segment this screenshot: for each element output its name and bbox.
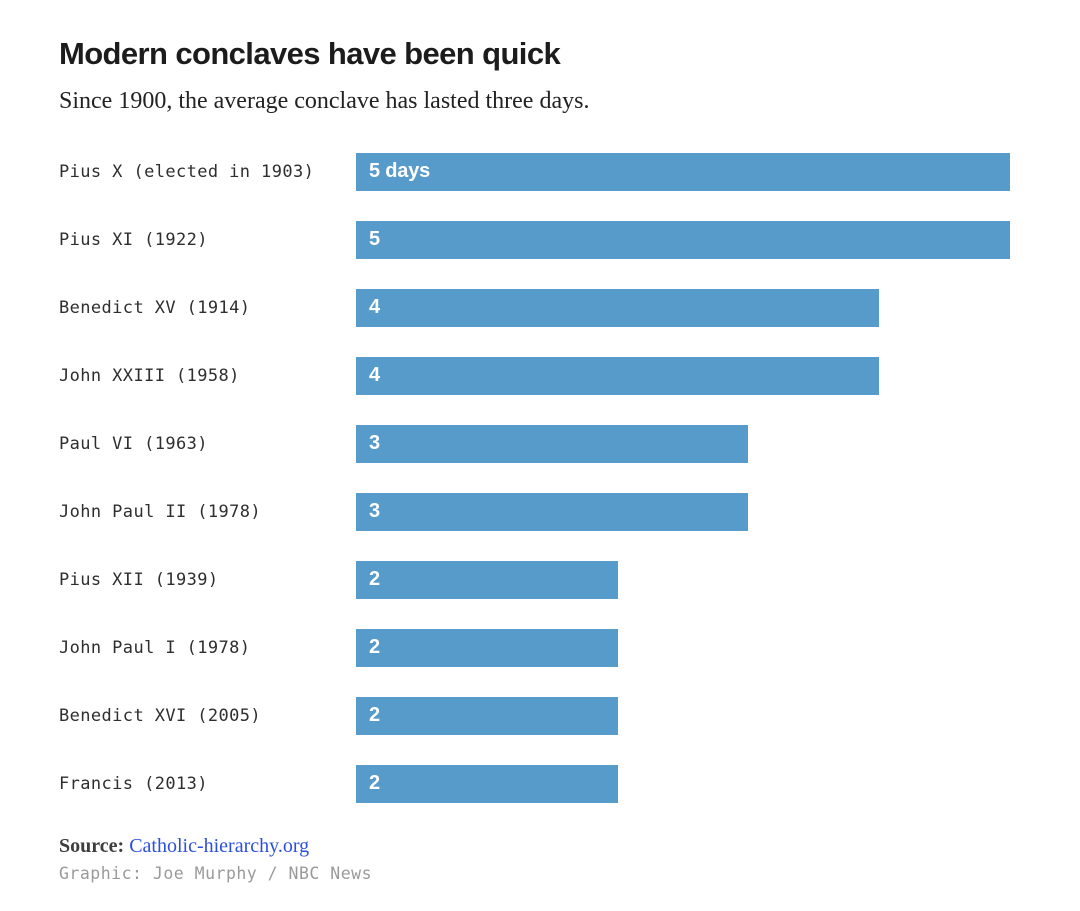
bar-track: 2 [356,764,1010,803]
source-line: Source: Catholic-hierarchy.org [59,833,1010,859]
category-label: Francis (2013) [59,773,208,794]
chart-row: Francis (2013) 2 [59,764,1010,803]
category-label: Benedict XVI (2005) [59,705,262,726]
bar-track: 5 days [356,152,1010,191]
bar: 4 [356,288,880,327]
chart-row: Pius XI (1922) 5 [59,220,1010,259]
bar-track: 3 [356,492,1010,531]
credit-line: Graphic: Joe Murphy / NBC News [59,863,373,883]
bar: 2 [356,560,618,599]
chart-row: Benedict XVI (2005) 2 [59,696,1010,735]
bar: 2 [356,764,618,803]
chart-row: Paul VI (1963) 3 [59,424,1010,463]
bar-track: 5 [356,220,1010,259]
chart-rows: Pius X (elected in 1903) 5 days Pius XI (1… [59,152,1010,803]
bar: 3 [356,424,749,463]
bar: 3 [356,492,749,531]
bar-value-label: 4 [369,296,380,319]
bar-track: 3 [356,424,1010,463]
bar-value-label: 5 [369,228,380,251]
bar: 2 [356,628,618,667]
category-label: Pius XII (1939) [59,569,219,590]
bar-track: 4 [356,288,1010,327]
bar: 4 [356,356,880,395]
bar-track: 2 [356,560,1010,599]
category-label: Benedict XV (1914) [59,297,251,318]
category-label: John XXIII (1958) [59,365,240,386]
bar: 5 days [356,152,1010,191]
bar-value-label: 2 [369,772,380,795]
chart-row: John XXIII (1958) 4 [59,356,1010,395]
chart-row: John Paul II (1978) 3 [59,492,1010,531]
source-label: Source: [59,834,125,857]
bar: 2 [356,696,618,735]
source-link[interactable]: Catholic-hierarchy.org [129,834,310,857]
bar-track: 4 [356,356,1010,395]
chart-title: Modern conclaves have been quick [59,36,561,71]
bar-value-label: 3 [369,500,380,523]
category-label: John Paul I (1978) [59,637,251,658]
bar-value-label: 4 [369,364,380,387]
category-label: Paul VI (1963) [59,433,208,454]
chart-row: Pius X (elected in 1903) 5 days [59,152,1010,191]
category-label: John Paul II (1978) [59,501,262,522]
bar-value-label: 2 [369,636,380,659]
bar-value-label: 3 [369,432,380,455]
bar-track: 2 [356,696,1010,735]
chart-row: John Paul I (1978) 2 [59,628,1010,667]
bar-chart: Pius X (elected in 1903) 5 days Pius XI (1… [59,152,1010,803]
bar-value-label: 2 [369,704,380,727]
bar-value-label: 2 [369,568,380,591]
bar-track: 2 [356,628,1010,667]
category-label: Pius XI (1922) [59,229,208,250]
chart-subtitle: Since 1900, the average conclave has las… [59,87,590,114]
category-label: Pius X (elected in 1903) [59,161,315,182]
chart-row: Pius XII (1939) 2 [59,560,1010,599]
bar-value-label: 5 days [369,160,431,183]
chart-row: Benedict XV (1914) 4 [59,288,1010,327]
bar: 5 [356,220,1010,259]
